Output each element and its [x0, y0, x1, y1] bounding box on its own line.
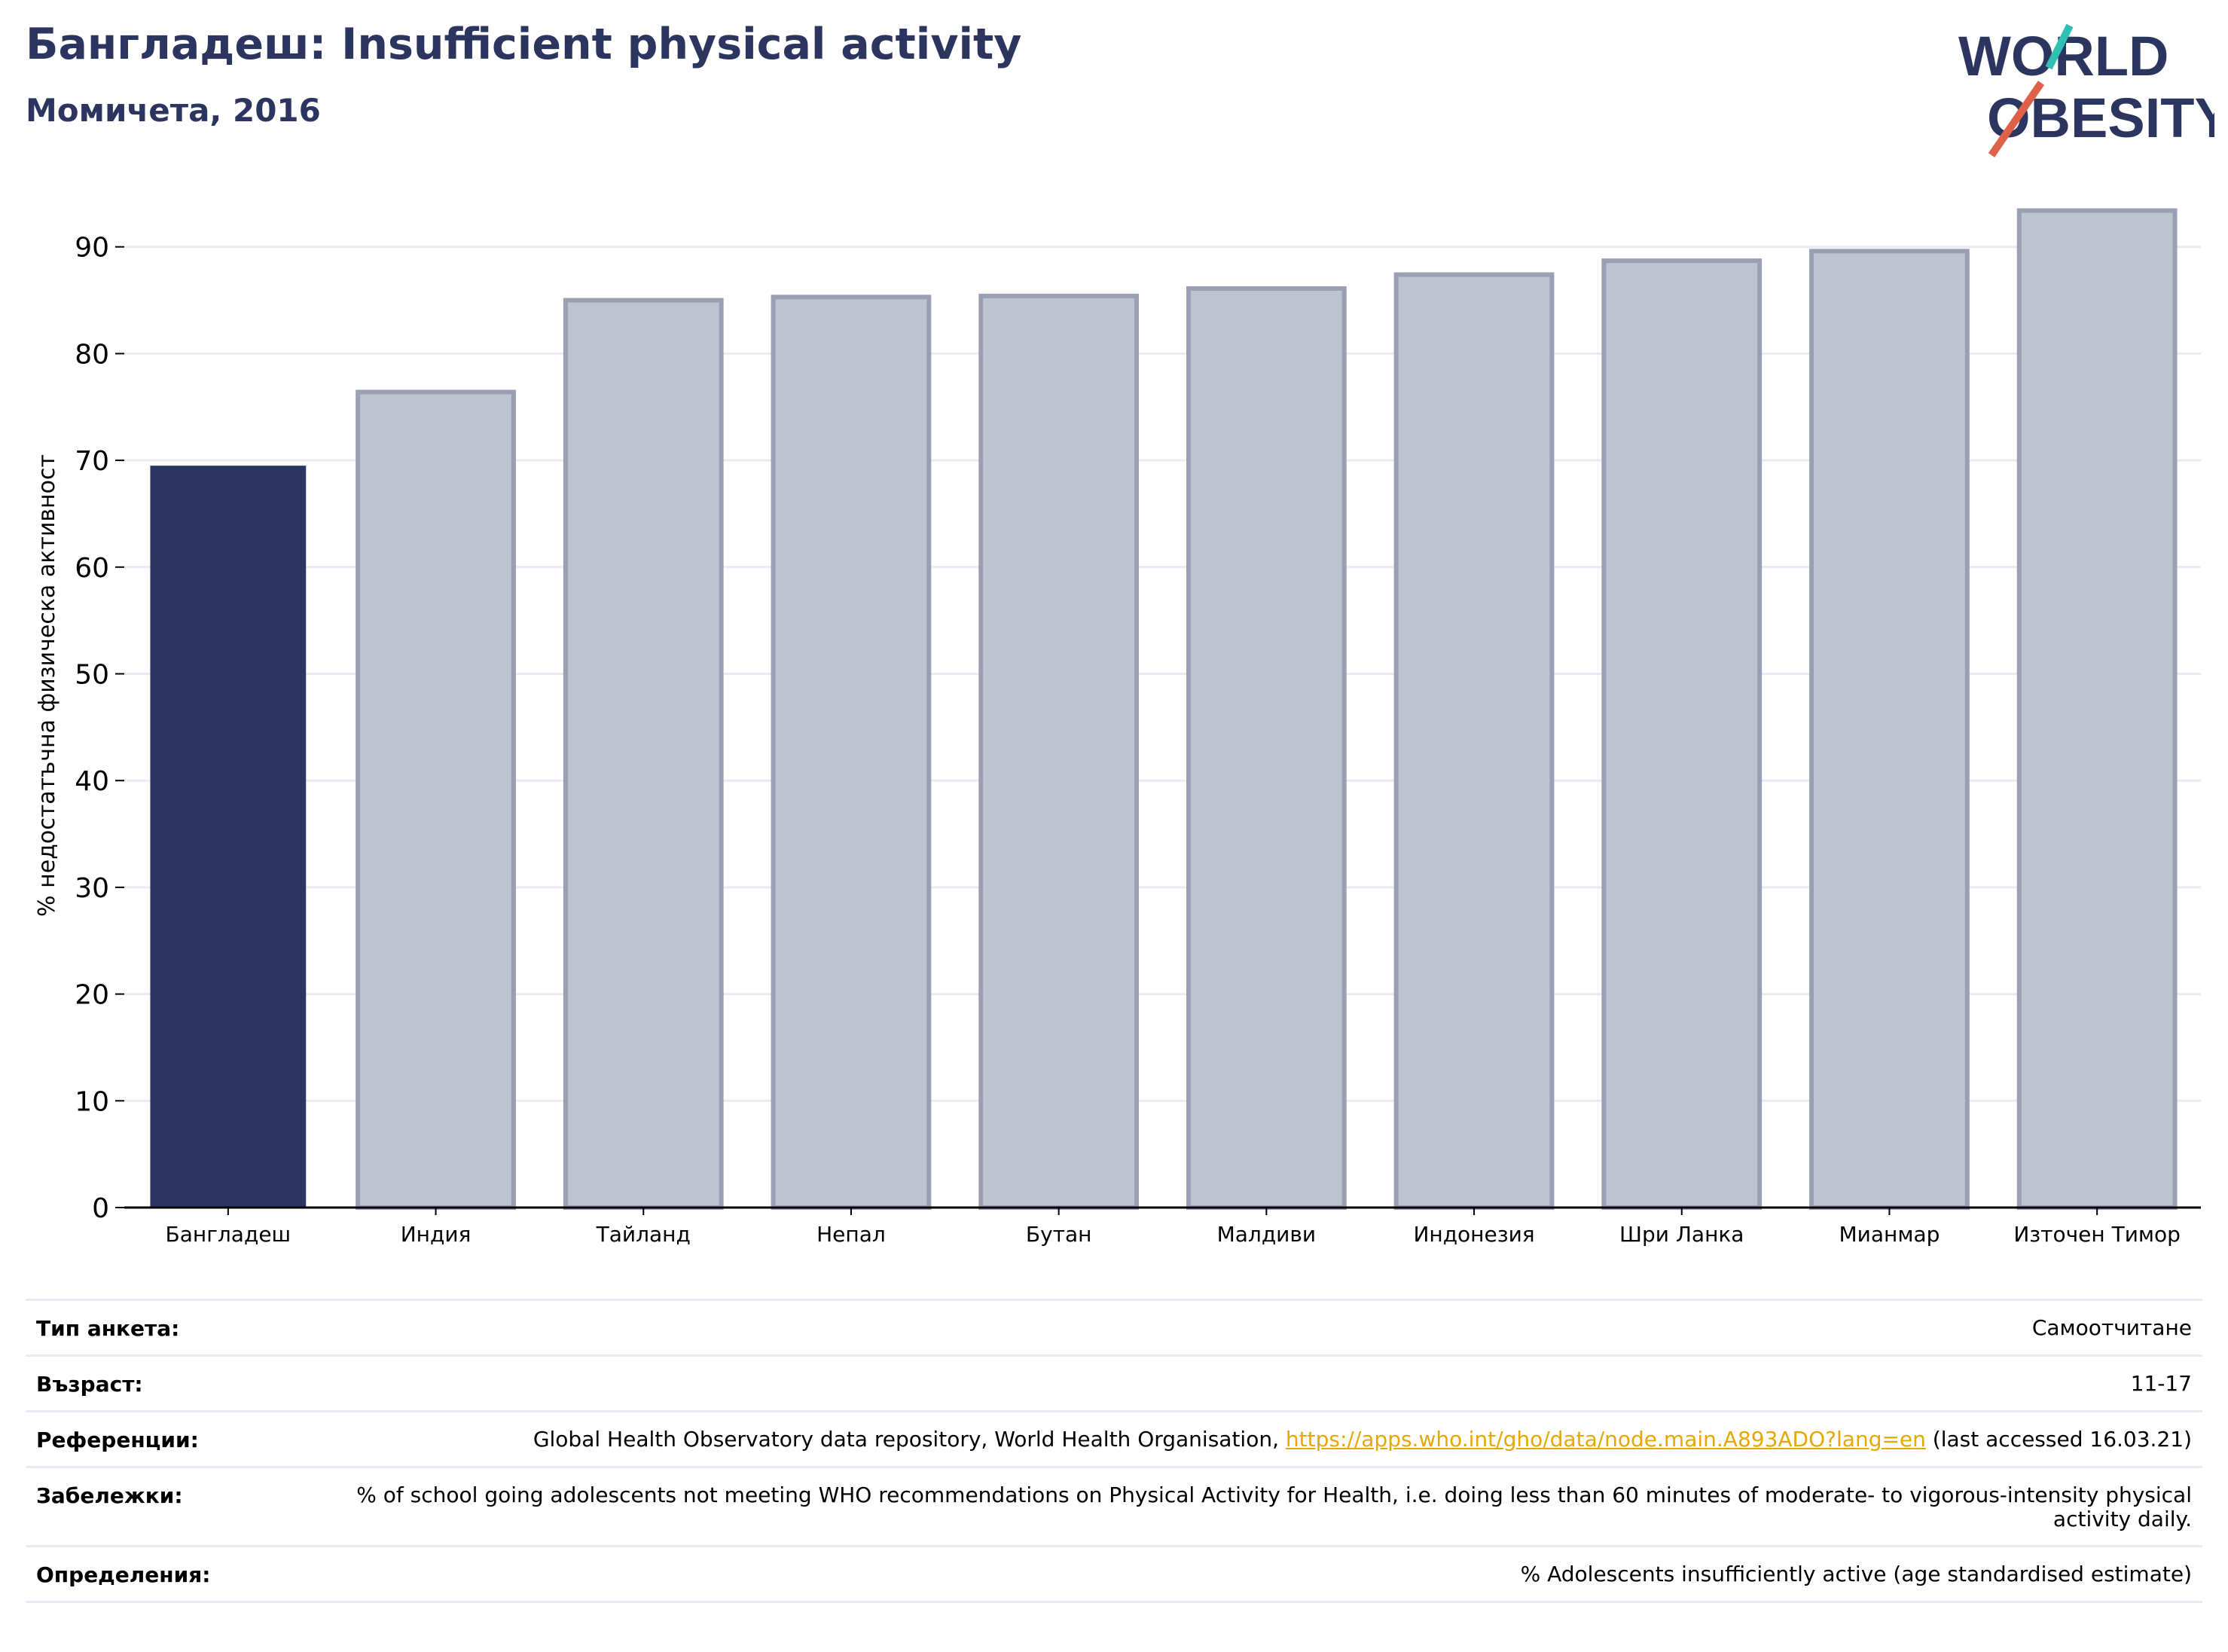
bars [150, 208, 2178, 1211]
y-tick-label: 50 [75, 660, 109, 691]
meta-label: Възраст: [36, 1372, 143, 1397]
x-tick-label: Индонезия [1413, 1222, 1534, 1247]
y-tick-label: 60 [75, 553, 109, 584]
meta-label: Определения: [36, 1562, 211, 1587]
meta-row-survey-type: Тип анкета: Самоотчитане [26, 1299, 2202, 1354]
logo-line2: OBESITY [1987, 87, 2214, 149]
x-axis-ticks: Бангладеш Индия Тайланд Непал Бутан Малдиви Ин… [166, 1208, 2181, 1247]
logo-slash-top [2045, 23, 2074, 70]
x-tick-label: Малдиви [1217, 1222, 1316, 1247]
page-title: Бангладеш: Insufficient physical activit… [26, 20, 1022, 69]
metadata-table: Тип анкета: Самоотчитане Възраст: 11-17 … [26, 1299, 2202, 1603]
meta-value: % Adolescents insufficiently active (age… [1520, 1562, 2192, 1586]
world-obesity-logo: WORLD OBESITY [1958, 23, 2214, 157]
y-tick-label: 30 [75, 873, 109, 904]
meta-row-notes: Забележки: % of school going adolescents… [26, 1466, 2202, 1545]
reference-link[interactable]: https://apps.who.int/gho/data/node.main.… [1285, 1427, 1926, 1452]
y-tick-label: 70 [75, 446, 109, 477]
y-tick-label: 10 [75, 1086, 109, 1117]
meta-row-age: Възраст: 11-17 [26, 1354, 2202, 1410]
meta-label: Тип анкета: [36, 1316, 180, 1341]
bar-6 [1186, 286, 1347, 1210]
meta-value: Самоотчитане [2031, 1315, 2192, 1340]
bar-10 [2016, 208, 2178, 1211]
bar-1 [150, 466, 307, 1208]
x-tick-label: Индия [401, 1222, 472, 1247]
bar-chart: 0 10 20 30 40 50 60 70 80 90 Бангладеш Индия Тайлан… [34, 208, 2201, 1247]
meta-value: 11-17 [2130, 1371, 2192, 1396]
bar-5 [978, 293, 1140, 1211]
bar-4 [771, 295, 932, 1211]
bar-3 [563, 298, 724, 1210]
x-tick-label: Бутан [1026, 1222, 1092, 1247]
y-tick-label: 80 [75, 339, 109, 370]
x-tick-label: Тайланд [596, 1222, 691, 1247]
meta-label: Забележки: [36, 1483, 183, 1508]
x-tick-label: Източен Тимор [2013, 1222, 2181, 1247]
bar-8 [1601, 258, 1763, 1211]
meta-label: Референции: [36, 1428, 199, 1452]
reference-text: Global Health Observatory data repositor… [533, 1427, 1286, 1452]
meta-row-definitions: Определения: % Adolescents insufficientl… [26, 1545, 2202, 1603]
bar-9 [1809, 249, 1970, 1210]
y-axis-label: % недостатъчна физическа активност [34, 454, 60, 917]
y-tick-label: 90 [75, 233, 109, 264]
bar-7 [1393, 272, 1555, 1210]
page-subtitle: Момичета, 2016 [26, 92, 321, 129]
y-tick-label: 20 [75, 980, 109, 1011]
meta-row-references: Референции: Global Health Observatory da… [26, 1410, 2202, 1466]
x-tick-label: Шри Ланка [1619, 1222, 1744, 1247]
x-tick-label: Бангладеш [166, 1222, 291, 1247]
x-tick-label: Непал [816, 1222, 886, 1247]
y-axis-ticks: 0 10 20 30 40 50 60 70 80 90 [75, 233, 124, 1224]
meta-value: % of school going adolescents not meetin… [356, 1483, 2192, 1531]
reference-accessed: (last accessed 16.03.21) [1925, 1427, 2192, 1452]
y-tick-label: 40 [75, 766, 109, 797]
logo-slash-bottom [1988, 81, 2045, 157]
meta-value: Global Health Observatory data repositor… [533, 1428, 2192, 1452]
y-tick-label: 0 [92, 1193, 109, 1224]
x-tick-label: Мианмар [1839, 1222, 1940, 1247]
bar-2 [356, 389, 516, 1210]
